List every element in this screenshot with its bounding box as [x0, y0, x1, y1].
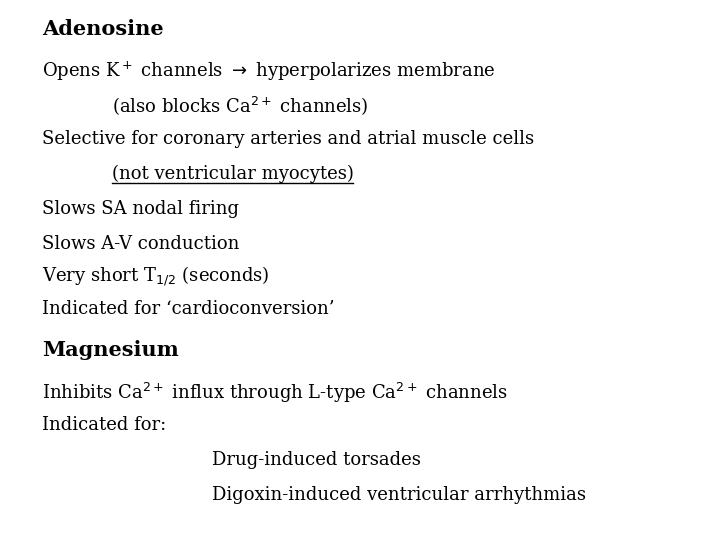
- Text: Slows A-V conduction: Slows A-V conduction: [42, 235, 239, 253]
- Text: Selective for coronary arteries and atrial muscle cells: Selective for coronary arteries and atri…: [42, 130, 534, 147]
- Text: (also blocks Ca$^{2+}$ channels): (also blocks Ca$^{2+}$ channels): [112, 94, 368, 117]
- Text: Drug-induced torsades: Drug-induced torsades: [212, 451, 421, 469]
- Text: Indicated for:: Indicated for:: [42, 416, 166, 434]
- Text: (not ventricular myocytes): (not ventricular myocytes): [112, 165, 354, 183]
- Text: Very short T$_{1/2}$ (seconds): Very short T$_{1/2}$ (seconds): [42, 265, 269, 288]
- Text: Magnesium: Magnesium: [42, 340, 179, 360]
- Text: Slows SA nodal firing: Slows SA nodal firing: [42, 200, 239, 218]
- Text: Indicated for ‘cardioconversion’: Indicated for ‘cardioconversion’: [42, 300, 334, 318]
- Text: Digoxin-induced ventricular arrhythmias: Digoxin-induced ventricular arrhythmias: [212, 486, 586, 504]
- Text: Opens K$^+$ channels $\rightarrow$ hyperpolarizes membrane: Opens K$^+$ channels $\rightarrow$ hyper…: [42, 59, 495, 83]
- Text: Adenosine: Adenosine: [42, 19, 163, 39]
- Text: Inhibits Ca$^{2+}$ influx through L-type Ca$^{2+}$ channels: Inhibits Ca$^{2+}$ influx through L-type…: [42, 381, 508, 405]
